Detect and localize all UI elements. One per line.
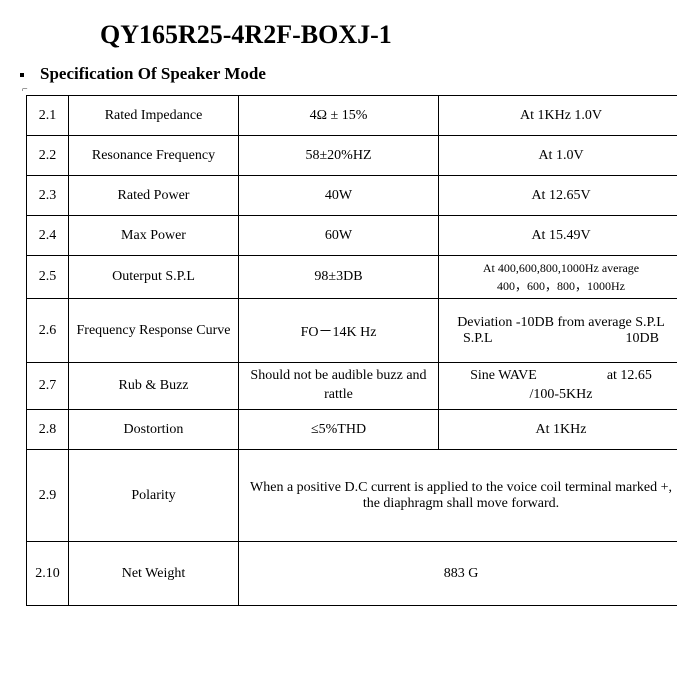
row-value: 98±3DB	[239, 256, 439, 299]
cond-left: S.P.L	[463, 331, 493, 347]
row-value: FO－14K Hz	[239, 299, 439, 363]
table-row: 2.5 Outerput S.P.L 98±3DB At 400,600,800…	[27, 256, 677, 299]
row-merged-value: When a positive D.C current is applied t…	[239, 450, 677, 542]
row-merged-value: 883 G	[239, 542, 677, 606]
row-param: Resonance Frequency	[69, 136, 239, 176]
cond-line2: /100-5KHz	[445, 386, 677, 405]
row-condition: At 15.49V	[439, 216, 677, 256]
cond-spread: S.P.L 10DB	[445, 331, 677, 347]
row-param: Net Weight	[69, 542, 239, 606]
row-value: Should not be audible buzz and rattle	[239, 363, 439, 410]
cond-line1: Deviation -10DB from average S.P.L	[445, 315, 677, 331]
row-number: 2.1	[27, 96, 69, 136]
cond-right: 10DB	[626, 331, 659, 347]
table-row: 2.4 Max Power 60W At 15.49V	[27, 216, 677, 256]
table-row: 2.1 Rated Impedance 4Ω ± 15% At 1KHz 1.0…	[27, 96, 677, 136]
cond-line1: Sine WAVE at 12.65	[470, 368, 652, 383]
table-row: 2.9 Polarity When a positive D.C current…	[27, 450, 677, 542]
row-condition: At 1KHz	[439, 410, 677, 450]
row-number: 2.9	[27, 450, 69, 542]
section-label: Specification Of Speaker Mode	[40, 64, 266, 83]
table-row: 2.10 Net Weight 883 G	[27, 542, 677, 606]
row-param: Rub & Buzz	[69, 363, 239, 410]
row-number: 2.3	[27, 176, 69, 216]
spec-document: QY165R25-4R2F-BOXJ-1 Specification Of Sp…	[0, 0, 677, 606]
product-title: QY165R25-4R2F-BOXJ-1	[100, 20, 677, 50]
cond-line1: At 400,600,800,1000Hz average	[483, 261, 639, 275]
row-param: Max Power	[69, 216, 239, 256]
row-number: 2.6	[27, 299, 69, 363]
table-row: 2.6 Frequency Response Curve FO－14K Hz D…	[27, 299, 677, 363]
row-condition: At 12.65V	[439, 176, 677, 216]
row-number: 2.4	[27, 216, 69, 256]
row-param: Polarity	[69, 450, 239, 542]
row-param: Rated Impedance	[69, 96, 239, 136]
row-condition: Deviation -10DB from average S.P.L S.P.L…	[439, 299, 677, 363]
row-param: Rated Power	[69, 176, 239, 216]
table-row: 2.7 Rub & Buzz Should not be audible buz…	[27, 363, 677, 410]
row-value: 60W	[239, 216, 439, 256]
row-number: 2.2	[27, 136, 69, 176]
row-number: 2.8	[27, 410, 69, 450]
row-value: 58±20%HZ	[239, 136, 439, 176]
row-param: Dostortion	[69, 410, 239, 450]
table-row: 2.2 Resonance Frequency 58±20%HZ At 1.0V	[27, 136, 677, 176]
row-number: 2.7	[27, 363, 69, 410]
table-row: 2.3 Rated Power 40W At 12.65V	[27, 176, 677, 216]
row-value: 40W	[239, 176, 439, 216]
row-condition: At 1.0V	[439, 136, 677, 176]
row-number: 2.5	[27, 256, 69, 299]
row-condition: At 1KHz 1.0V	[439, 96, 677, 136]
section-header-line: Specification Of Speaker Mode	[20, 64, 677, 84]
spec-table: 2.1 Rated Impedance 4Ω ± 15% At 1KHz 1.0…	[26, 95, 677, 606]
row-condition: At 400,600,800,1000Hz average 400，600，80…	[439, 256, 677, 299]
row-value: ≤5%THD	[239, 410, 439, 450]
row-condition: Sine WAVE at 12.65/100-5KHz	[439, 363, 677, 410]
cond-line2: 400，600，800，1000Hz	[445, 279, 677, 295]
row-number: 2.10	[27, 542, 69, 606]
row-value: 4Ω ± 15%	[239, 96, 439, 136]
corner-mark: ⌐	[22, 84, 677, 95]
row-param: Frequency Response Curve	[69, 299, 239, 363]
bullet-icon	[20, 73, 24, 77]
table-row: 2.8 Dostortion ≤5%THD At 1KHz	[27, 410, 677, 450]
row-param: Outerput S.P.L	[69, 256, 239, 299]
